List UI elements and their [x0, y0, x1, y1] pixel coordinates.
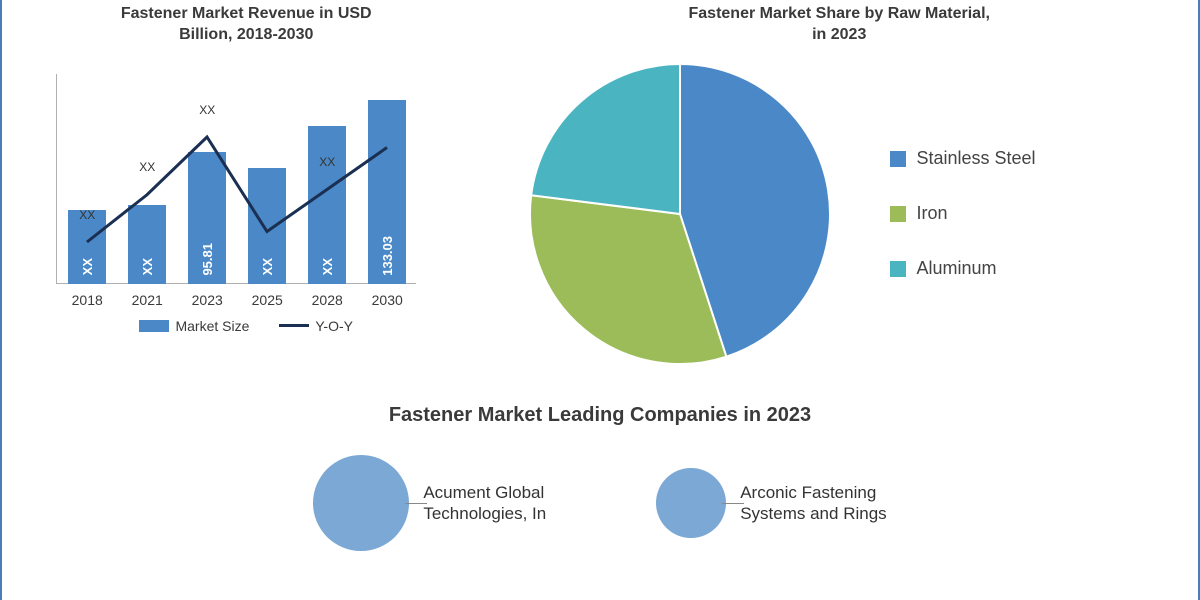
bar-category-label: 2025 — [252, 292, 283, 308]
pie-chart-title: Fastener Market Share by Raw Material, i… — [500, 4, 1178, 46]
pie-wrap: Stainless Steel Iron Aluminum — [500, 54, 1178, 374]
bar-category-label: 2030 — [372, 292, 403, 308]
company-bubble-circle — [313, 455, 409, 551]
legend-label-yoy: Y-O-Y — [315, 318, 353, 334]
line-point-label: XX — [79, 208, 95, 222]
pie-legend-swatch — [890, 261, 906, 277]
bar-chart-title: Fastener Market Revenue in USD Billion, … — [32, 4, 460, 46]
company-label: Acument GlobalTechnologies, In — [423, 482, 546, 525]
companies-panel: Fastener Market Leading Companies in 202… — [2, 400, 1198, 555]
bar-category-label: 2021 — [132, 292, 163, 308]
pie-legend-item: Iron — [890, 203, 1035, 224]
bubble-connector — [722, 503, 744, 504]
company-label: Arconic FasteningSystems and Rings — [740, 482, 886, 525]
legend-swatch-line — [279, 324, 309, 327]
line-point-label: XX — [199, 103, 215, 117]
pie-legend-label: Aluminum — [916, 258, 996, 279]
legend-label-market-size: Market Size — [175, 318, 249, 334]
legend-item-yoy: Y-O-Y — [279, 318, 353, 334]
company-bubble-circle — [656, 468, 726, 538]
bar-category-label: 2028 — [312, 292, 343, 308]
pie-title-line2: in 2023 — [812, 26, 866, 43]
bar-chart-legend: Market Size Y-O-Y — [32, 318, 460, 334]
companies-title: Fastener Market Leading Companies in 202… — [42, 404, 1158, 427]
pie-legend-swatch — [890, 206, 906, 222]
pie-slice — [532, 64, 681, 214]
pie-svg — [500, 54, 860, 374]
bar-title-line2: Billion, 2018-2030 — [179, 26, 313, 43]
pie-chart-panel: Fastener Market Share by Raw Material, i… — [480, 0, 1198, 400]
pie-legend-item: Stainless Steel — [890, 148, 1035, 169]
bar-category-label: 2023 — [192, 292, 223, 308]
bar-title-line1: Fastener Market Revenue in USD — [121, 5, 372, 22]
line-overlay — [56, 74, 416, 284]
company-bubble-item: Acument GlobalTechnologies, In — [313, 455, 546, 551]
pie-title-line1: Fastener Market Share by Raw Material, — [689, 5, 990, 22]
bar-chart-panel: Fastener Market Revenue in USD Billion, … — [2, 0, 480, 400]
pie-legend-swatch — [890, 151, 906, 167]
bubble-connector — [405, 503, 427, 504]
bar-plot-area: XXXX95.81XXXX133.03 20182021202320252028… — [56, 54, 436, 314]
legend-swatch-bar — [139, 320, 169, 332]
pie-legend-label: Stainless Steel — [916, 148, 1035, 169]
pie-legend: Stainless Steel Iron Aluminum — [890, 148, 1035, 279]
yoy-line — [87, 137, 387, 242]
company-bubble-item: Arconic FasteningSystems and Rings — [656, 468, 886, 538]
pie-legend-label: Iron — [916, 203, 947, 224]
line-point-label: XX — [319, 155, 335, 169]
company-bubble-row: Acument GlobalTechnologies, In Arconic Fa… — [42, 455, 1158, 551]
bar-category-label: 2018 — [72, 292, 103, 308]
line-point-label: XX — [139, 160, 155, 174]
pie-legend-item: Aluminum — [890, 258, 1035, 279]
legend-item-market-size: Market Size — [139, 318, 249, 334]
